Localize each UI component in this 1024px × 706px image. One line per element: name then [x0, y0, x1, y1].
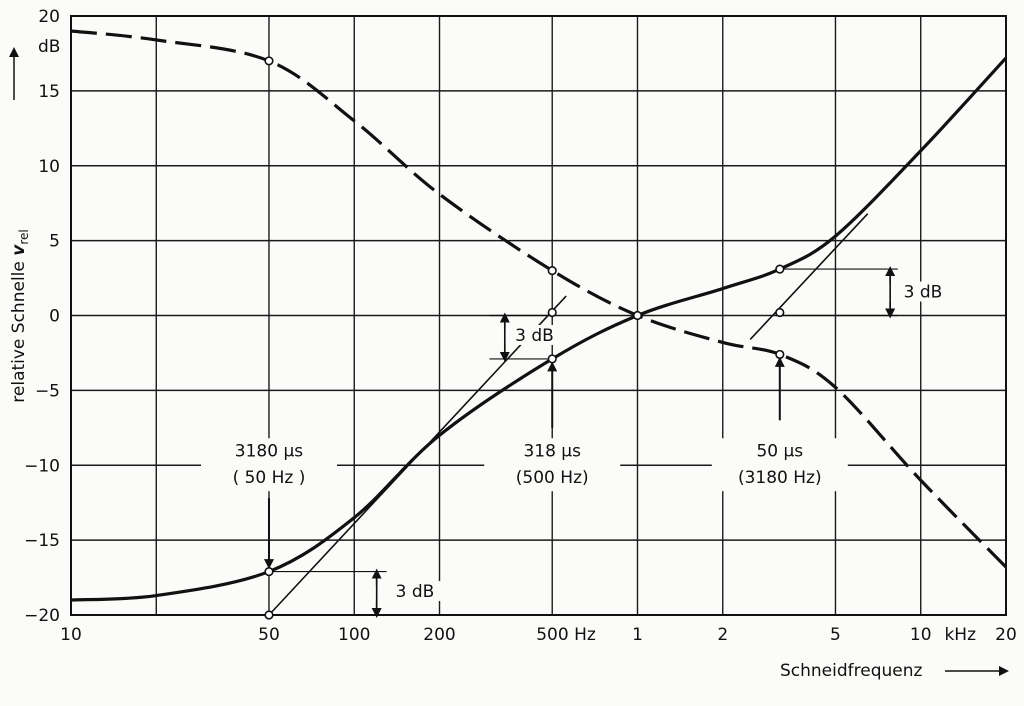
- dimension-label-bg: [391, 581, 442, 602]
- markers: [264, 56, 785, 620]
- annotations: 3 dB 3 dB 3 dB 3180 µs ( 50 Hz ) 318 µs (500 H…: [200, 213, 950, 618]
- x-tick-label: 10: [60, 625, 82, 645]
- annotation-line2: ( 50 Hz ): [233, 468, 306, 488]
- data-point-marker: [547, 265, 557, 276]
- dimension-label: 3 dB: [396, 582, 435, 602]
- annotation-line2: (3180 Hz): [738, 468, 822, 488]
- y-tick-label: 20: [38, 7, 60, 27]
- data-point-marker: [547, 354, 557, 364]
- annotation-line1: 318 µs: [523, 441, 581, 461]
- y-axis-label: relative Schnelle vrel: [9, 229, 31, 402]
- y-tick-label: −20: [24, 606, 60, 626]
- y-axis-label-main: relative Schnelle: [9, 256, 29, 403]
- x-tick-label: 50: [258, 625, 280, 645]
- annotation-bg: [711, 438, 848, 492]
- dimension-label: 3 dB: [515, 326, 554, 346]
- dimension-label-bg: [511, 324, 562, 345]
- series: [70, 29, 1008, 602]
- data-point-marker: [775, 349, 785, 360]
- dimension-label-bg: [899, 281, 950, 302]
- data-point-marker: [547, 307, 557, 318]
- x-tick-label: 20: [995, 625, 1017, 645]
- y-tick-label: 15: [38, 82, 60, 102]
- y-tick-label: 10: [38, 157, 60, 177]
- x-tick-label: 10: [910, 625, 932, 645]
- y-unit-label: dB: [38, 37, 60, 57]
- dimension-label: 3 dB: [904, 283, 943, 303]
- annotation-bg: [200, 438, 337, 492]
- x-axis-label: Schneidfrequenz: [780, 661, 923, 681]
- y-tick-label: −15: [24, 531, 60, 551]
- x-tick-label: 2: [717, 625, 728, 645]
- y-axis-label-symbol: v: [9, 244, 29, 256]
- annotation-line1: 50 µs: [756, 441, 803, 461]
- x-unit-khz-label: kHz: [944, 625, 976, 645]
- annotation-line2: (500 Hz): [516, 468, 589, 488]
- asymptote-line: [749, 213, 869, 341]
- data-point-marker: [632, 310, 643, 321]
- y-tick-label: 5: [49, 232, 60, 252]
- x-tick-label: 5: [830, 625, 841, 645]
- y-tick-label: 0: [49, 307, 60, 327]
- data-point-marker: [264, 566, 274, 577]
- y-axis-label-sub: rel: [17, 229, 31, 244]
- x-tick-label: 200: [423, 625, 455, 645]
- annotation-line1: 3180 µs: [235, 441, 303, 461]
- plot-frame: [70, 15, 1007, 616]
- data-point-marker: [775, 264, 785, 274]
- x-tick-label: 1: [632, 625, 643, 645]
- y-tick-label: −5: [35, 381, 60, 401]
- x-tick-label: 100: [338, 625, 370, 645]
- series-dashed-line: [70, 29, 1008, 569]
- x-tick-label: 500 Hz: [536, 625, 596, 645]
- data-point-marker: [264, 56, 274, 66]
- series-solid-line: [70, 56, 1008, 602]
- annotation-bg: [484, 438, 621, 492]
- y-tick-label: −10: [24, 456, 60, 476]
- data-point-marker: [264, 610, 274, 620]
- data-point-marker: [775, 307, 785, 318]
